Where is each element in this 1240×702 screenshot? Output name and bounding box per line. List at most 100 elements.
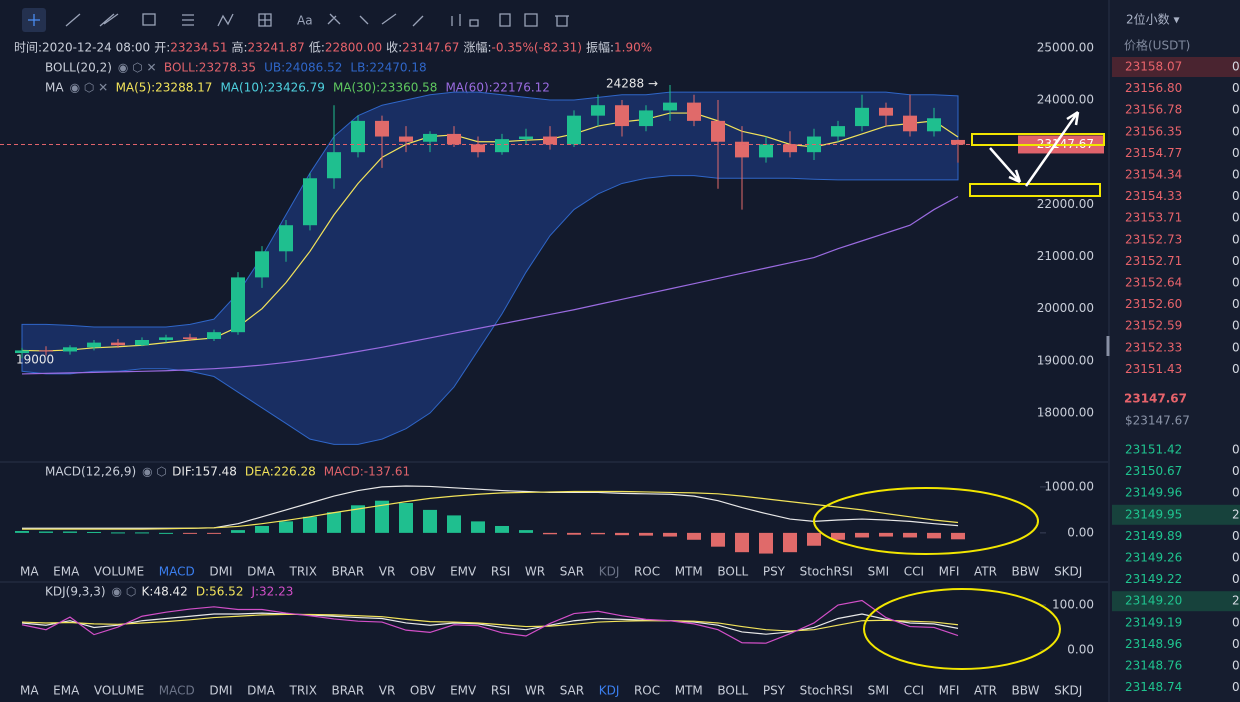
y-tick-label: 18000.00 (1037, 406, 1094, 420)
indicator-tab[interactable]: SKDJ (1054, 565, 1082, 579)
candle-body (831, 126, 845, 137)
indicator-tab[interactable]: ATR (974, 565, 997, 579)
indicator-tab[interactable]: DMI (209, 684, 232, 698)
indicator-tab[interactable]: BOLL (717, 684, 748, 698)
candle-body (255, 251, 269, 278)
bid-price: 23148.76 (1125, 659, 1182, 673)
indicator-tab[interactable]: DMA (247, 684, 276, 698)
indicator-tab[interactable]: BBW (1012, 565, 1040, 579)
indicator-tab[interactable]: SMI (868, 684, 890, 698)
tool-fib[interactable] (182, 14, 194, 26)
ask-price: 23152.71 (1125, 254, 1182, 268)
indicator-tab[interactable]: EMV (450, 565, 477, 579)
tool-cross[interactable] (28, 14, 40, 26)
indicator-tab[interactable]: KDJ (599, 684, 620, 698)
indicator-tab[interactable]: SMI (868, 565, 890, 579)
indicator-tab[interactable]: BRAR (332, 565, 365, 579)
indicator-tab[interactable]: SAR (560, 565, 584, 579)
candle-body (471, 144, 485, 153)
indicator-tab[interactable]: SAR (560, 684, 584, 698)
info-value: 1.90% (614, 41, 652, 55)
macd-bar (327, 512, 341, 533)
indicator-tab[interactable]: MA (20, 684, 39, 698)
indicator-tab[interactable]: MACD (159, 565, 195, 579)
indicator-tab[interactable]: ROC (634, 684, 660, 698)
row-highlight (1112, 591, 1240, 612)
ask-price: 23154.33 (1125, 189, 1182, 203)
indicator-tab[interactable]: VR (379, 684, 396, 698)
tool-wave[interactable] (217, 13, 234, 27)
indicator-tab[interactable]: RSI (491, 684, 511, 698)
bid-price: 23149.95 (1125, 507, 1182, 521)
indicator-tab[interactable]: DMI (209, 565, 232, 579)
icon: ◉ ⬡ ✕ (118, 61, 157, 75)
candle-body (855, 107, 869, 127)
indicator-tab[interactable]: VOLUME (94, 684, 144, 698)
indicator-tab[interactable]: PSY (763, 565, 786, 579)
indicator-value: K:48.42 (142, 585, 188, 599)
last-price: 23147.67 (1124, 392, 1187, 406)
candle-body (159, 337, 173, 340)
tool-lines[interactable] (65, 13, 119, 27)
icon: ◉ ⬡ ✕ (70, 81, 109, 95)
tool-rect[interactable] (142, 13, 156, 26)
bid-price: 23150.67 (1125, 464, 1182, 478)
indicator-tab[interactable]: WR (525, 684, 545, 698)
indicator-tab[interactable]: WR (525, 565, 545, 579)
ma-line (21, 112, 959, 352)
indicator-tab[interactable]: VR (379, 565, 396, 579)
bid-price: 23149.20 (1125, 594, 1182, 608)
indicator-tab[interactable]: ROC (634, 565, 660, 579)
orderbook-background (1110, 0, 1240, 702)
indicator-tab[interactable]: ATR (974, 684, 997, 698)
indicator-tab[interactable]: EMA (53, 684, 80, 698)
macd-bar (591, 532, 605, 535)
indicator-tab[interactable]: SKDJ (1054, 684, 1082, 698)
indicator-tab[interactable]: CCI (904, 565, 924, 579)
indicator-tab[interactable]: MA (20, 565, 39, 579)
indicator-tab[interactable]: VOLUME (94, 565, 144, 579)
candle-body (903, 115, 917, 132)
indicator-tab[interactable]: BRAR (332, 684, 365, 698)
ma-line (21, 195, 959, 375)
candle-body (303, 178, 317, 226)
indicator-tab[interactable]: KDJ (599, 565, 620, 579)
indicator-tab[interactable]: MACD (159, 684, 195, 698)
macd-bar (855, 532, 869, 538)
indicator-tab[interactable]: MTM (675, 684, 703, 698)
indicator-value: MA(60):22176.12 (445, 81, 550, 95)
indicator-tab[interactable]: EMA (53, 565, 80, 579)
tool-text[interactable]: Aa (297, 14, 313, 28)
indicator-name: KDJ(9,3,3) (45, 585, 106, 599)
bid-amount: 2 (1232, 507, 1240, 521)
indicator-tab[interactable]: DMA (247, 565, 276, 579)
indicator-tab[interactable]: BBW (1012, 684, 1040, 698)
indicator-tab[interactable]: TRIX (289, 565, 317, 579)
ask-price: 23158.07 (1125, 60, 1182, 74)
info-label: 低: (309, 41, 325, 55)
bid-price: 23149.22 (1125, 572, 1182, 586)
indicator-tab[interactable]: EMV (450, 684, 477, 698)
indicator-tab[interactable]: TRIX (289, 684, 317, 698)
decimals-select[interactable]: 2位小数 ▾ (1126, 12, 1179, 27)
indicator-tab[interactable]: CCI (904, 684, 924, 698)
indicator-tab[interactable]: PSY (763, 684, 786, 698)
indicator-tab[interactable]: OBV (410, 565, 436, 579)
y-tick-label: 21000.00 (1037, 249, 1094, 263)
indicator-tab[interactable]: BOLL (717, 565, 748, 579)
bid-price: 23151.42 (1125, 443, 1182, 457)
indicator-tab[interactable]: MTM (675, 565, 703, 579)
macd-bar (615, 532, 629, 536)
indicator-tab[interactable]: RSI (491, 565, 511, 579)
macd-bar (807, 532, 821, 546)
indicator-tab[interactable]: OBV (410, 684, 436, 698)
indicator-tab[interactable]: StochRSI (800, 684, 853, 698)
tool-grid[interactable] (258, 13, 272, 27)
toolbar (22, 8, 569, 32)
macd-bar (447, 515, 461, 533)
indicator-tab[interactable]: MFI (939, 684, 960, 698)
indicator-tab[interactable]: StochRSI (800, 565, 853, 579)
indicator-value: LB:22470.18 (350, 61, 426, 75)
indicator-tab[interactable]: MFI (939, 565, 960, 579)
